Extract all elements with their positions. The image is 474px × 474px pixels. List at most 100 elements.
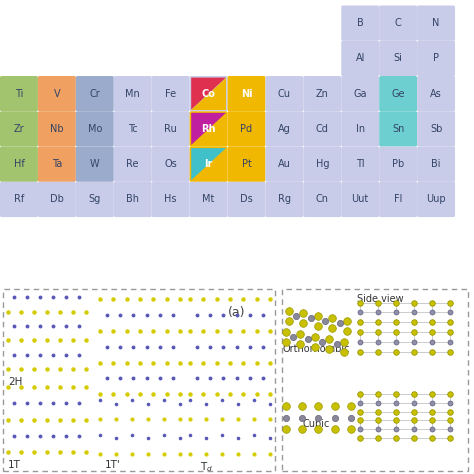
Text: Hg: Hg (316, 159, 329, 169)
FancyBboxPatch shape (417, 6, 455, 41)
Text: Uup: Uup (426, 194, 446, 204)
FancyBboxPatch shape (379, 41, 417, 76)
FancyBboxPatch shape (379, 76, 417, 111)
Text: Si: Si (394, 54, 402, 64)
FancyBboxPatch shape (417, 146, 455, 182)
FancyBboxPatch shape (190, 76, 228, 111)
Text: Nb: Nb (50, 124, 64, 134)
Text: Ds: Ds (240, 194, 253, 204)
Text: Db: Db (50, 194, 64, 204)
FancyBboxPatch shape (76, 76, 114, 111)
FancyBboxPatch shape (114, 182, 152, 217)
Text: Co: Co (201, 89, 216, 99)
FancyBboxPatch shape (417, 111, 455, 146)
Text: Au: Au (278, 159, 291, 169)
Text: B: B (357, 18, 364, 28)
Text: Mn: Mn (125, 89, 140, 99)
Text: Tc: Tc (128, 124, 137, 134)
FancyBboxPatch shape (417, 76, 455, 111)
Text: Ru: Ru (164, 124, 177, 134)
Text: Ge: Ge (392, 89, 405, 99)
Text: Ni: Ni (241, 89, 252, 99)
FancyBboxPatch shape (76, 111, 114, 146)
FancyBboxPatch shape (228, 146, 265, 182)
Text: Rg: Rg (278, 194, 291, 204)
FancyBboxPatch shape (38, 111, 76, 146)
FancyBboxPatch shape (76, 182, 114, 217)
FancyBboxPatch shape (341, 111, 379, 146)
FancyBboxPatch shape (0, 76, 38, 111)
Text: Ag: Ag (278, 124, 291, 134)
Text: Rf: Rf (14, 194, 24, 204)
Text: 1T: 1T (8, 460, 21, 470)
FancyBboxPatch shape (341, 6, 379, 41)
FancyBboxPatch shape (152, 182, 190, 217)
Text: Hs: Hs (164, 194, 177, 204)
Text: Fl: Fl (394, 194, 402, 204)
FancyBboxPatch shape (379, 6, 417, 41)
Text: Bi: Bi (431, 159, 441, 169)
Text: Cubic: Cubic (302, 419, 330, 429)
FancyBboxPatch shape (303, 111, 341, 146)
FancyBboxPatch shape (152, 76, 190, 111)
FancyBboxPatch shape (114, 111, 152, 146)
FancyBboxPatch shape (303, 76, 341, 111)
FancyBboxPatch shape (417, 182, 455, 217)
FancyBboxPatch shape (190, 182, 228, 217)
Text: In: In (356, 124, 365, 134)
FancyBboxPatch shape (417, 41, 455, 76)
Text: N: N (432, 18, 440, 28)
FancyBboxPatch shape (265, 182, 303, 217)
FancyBboxPatch shape (265, 111, 303, 146)
FancyBboxPatch shape (228, 76, 265, 111)
FancyBboxPatch shape (0, 182, 38, 217)
FancyBboxPatch shape (379, 146, 417, 182)
FancyBboxPatch shape (228, 182, 265, 217)
FancyBboxPatch shape (114, 146, 152, 182)
FancyBboxPatch shape (265, 76, 303, 111)
Text: W: W (90, 159, 100, 169)
Text: Os: Os (164, 159, 177, 169)
Text: Sn: Sn (392, 124, 404, 134)
Polygon shape (191, 78, 226, 109)
Text: Mt: Mt (202, 194, 215, 204)
Text: Mo: Mo (88, 124, 102, 134)
Polygon shape (191, 78, 226, 109)
Text: V: V (54, 89, 60, 99)
Text: (a): (a) (228, 306, 246, 319)
Text: T$_d$: T$_d$ (200, 460, 213, 474)
Text: 1T': 1T' (105, 460, 121, 470)
Text: Pt: Pt (242, 159, 251, 169)
Text: Hf: Hf (14, 159, 24, 169)
Text: Tl: Tl (356, 159, 365, 169)
Text: Sb: Sb (430, 124, 442, 134)
Text: Uut: Uut (352, 194, 369, 204)
FancyBboxPatch shape (114, 76, 152, 111)
FancyBboxPatch shape (341, 41, 379, 76)
Text: Re: Re (127, 159, 139, 169)
FancyBboxPatch shape (341, 76, 379, 111)
FancyBboxPatch shape (303, 146, 341, 182)
FancyBboxPatch shape (38, 76, 76, 111)
Text: C: C (395, 18, 401, 28)
Text: Zr: Zr (14, 124, 24, 134)
Text: Al: Al (356, 54, 365, 64)
Text: As: As (430, 89, 442, 99)
Text: Ga: Ga (354, 89, 367, 99)
Text: 2H: 2H (8, 377, 22, 387)
Text: Ta: Ta (52, 159, 62, 169)
FancyBboxPatch shape (152, 111, 190, 146)
Text: Orthorhombic: Orthorhombic (282, 344, 350, 354)
FancyBboxPatch shape (303, 182, 341, 217)
Text: Cu: Cu (278, 89, 291, 99)
FancyBboxPatch shape (265, 146, 303, 182)
FancyBboxPatch shape (0, 111, 38, 146)
Text: Ir: Ir (204, 159, 213, 169)
Polygon shape (191, 148, 226, 180)
Text: Bh: Bh (126, 194, 139, 204)
Polygon shape (191, 113, 226, 145)
FancyBboxPatch shape (0, 146, 38, 182)
FancyBboxPatch shape (228, 111, 265, 146)
FancyBboxPatch shape (379, 111, 417, 146)
FancyBboxPatch shape (38, 182, 76, 217)
